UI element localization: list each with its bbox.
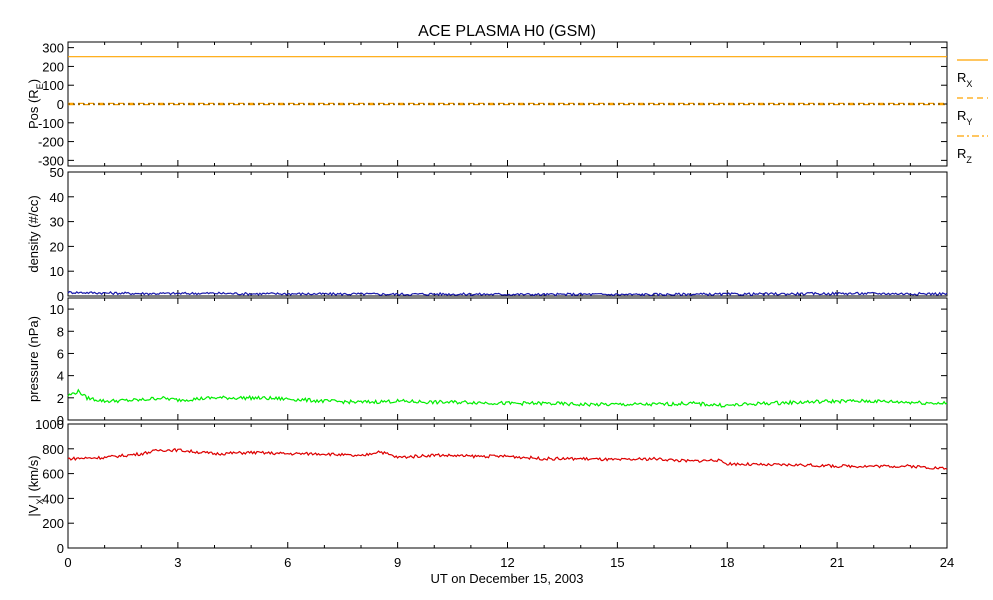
y-axis-label: density (#/cc) (26, 195, 41, 272)
y-tick-label: -100 (38, 116, 64, 131)
y-tick-label: 400 (42, 491, 64, 506)
y-axis-label-end: ) (26, 79, 41, 83)
y-tick-label: 0 (57, 97, 64, 112)
panel-2: 10 8 6 4 2 0 pressure (nPa) (26, 297, 948, 428)
y-tick-label: 300 (42, 41, 64, 56)
y-tick-label: 6 (57, 346, 64, 361)
y-tick-label: -200 (38, 135, 64, 150)
legend-label-sub: Z (966, 155, 972, 165)
y-tick-label: 10 (50, 264, 64, 279)
y-axis-label-main: |V (26, 504, 41, 516)
x-tick-label: 12 (500, 555, 514, 570)
y-tick-label: 2 (57, 391, 64, 406)
y-axis-label-main: pressure (nPa) (26, 316, 41, 402)
legend-label-sub: X (966, 79, 972, 89)
y-tick-label: 4 (57, 369, 64, 384)
y-tick-label: 50 (50, 165, 64, 180)
y-axis-label-sub: X (35, 499, 45, 505)
panel-1: 50 40 30 20 10 0 density (#/cc) (26, 165, 948, 304)
y-tick-label: 200 (42, 59, 64, 74)
y-tick-label: 100 (42, 78, 64, 93)
y-tick-label: 20 (50, 239, 64, 254)
x-tick-label: 6 (284, 555, 291, 570)
y-axis-label-sub: E (35, 83, 45, 89)
y-tick-label: 800 (42, 442, 64, 457)
legend-label: RY (957, 108, 972, 127)
y-axis-label-main: Pos (R (26, 89, 41, 129)
y-axis-label: pressure (nPa) (26, 316, 41, 402)
x-tick-label: 3 (174, 555, 181, 570)
y-tick-label: 0 (57, 289, 64, 304)
legend-label: RX (957, 70, 972, 89)
series-line-3-0 (67, 447, 948, 470)
legend-label-main: R (957, 146, 966, 161)
x-axis-label: UT on December 15, 2003 (431, 571, 584, 586)
y-tick-label: 1000 (35, 417, 64, 432)
x-tick-label: 9 (394, 555, 401, 570)
x-tick-label: 0 (64, 555, 71, 570)
y-tick-label: -300 (38, 153, 64, 168)
chart-title: ACE PLASMA H0 (GSM) (418, 23, 596, 40)
panel-frame (67, 423, 948, 549)
panel-3: 1000 800 600 400 200 0 |VX| (km/s) (26, 417, 948, 556)
y-tick-label: 10 (50, 302, 64, 317)
y-axis-label: |VX| (km/s) (26, 455, 45, 516)
legend-label-sub: Y (966, 117, 972, 127)
y-tick-label: 0 (57, 413, 64, 428)
x-tick-label: 21 (830, 555, 844, 570)
y-axis-label-main: density (#/cc) (26, 195, 41, 272)
y-axis-label: Pos (RE) (26, 79, 45, 129)
y-tick-label: 8 (57, 324, 64, 339)
panel-frame (67, 171, 948, 297)
x-tick-label: 18 (720, 555, 734, 570)
y-tick-label: 30 (50, 215, 64, 230)
x-tick-label: 15 (610, 555, 624, 570)
y-tick-label: 0 (57, 541, 64, 556)
legend-label: RZ (957, 146, 972, 165)
y-tick-label: 40 (50, 190, 64, 205)
series-line-2-0 (67, 388, 948, 408)
legend-label-main: R (957, 108, 966, 123)
y-tick-label: 600 (42, 467, 64, 482)
y-tick-label: 200 (42, 516, 64, 531)
series-line-1-0 (67, 290, 948, 297)
x-tick-label: 24 (940, 555, 954, 570)
y-axis-label-end: | (km/s) (26, 455, 41, 498)
legend-label-main: R (957, 70, 966, 85)
